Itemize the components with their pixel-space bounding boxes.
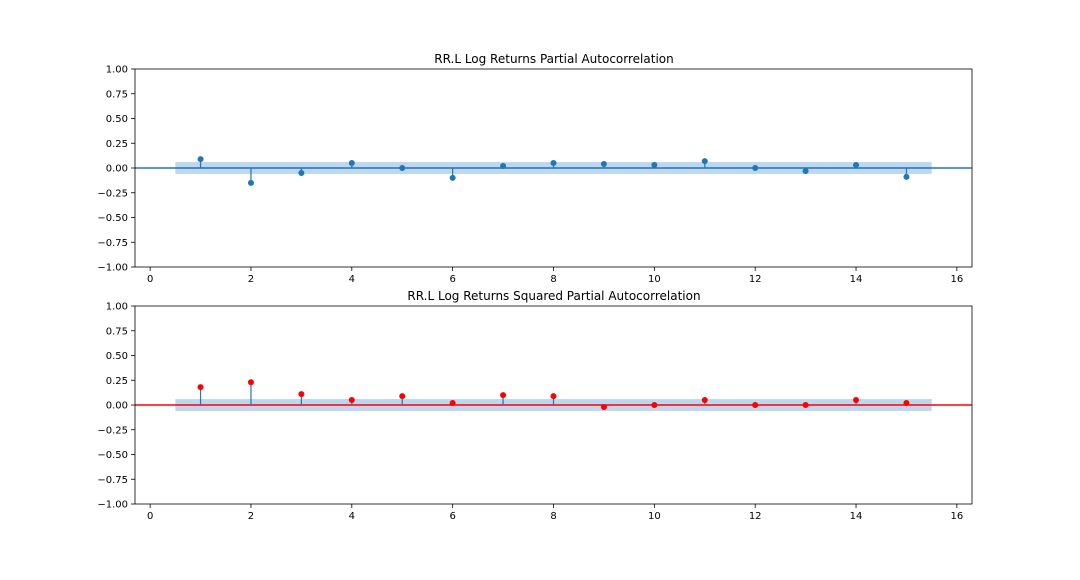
- data-point: [197, 156, 204, 163]
- x-tick-label: 14: [850, 511, 863, 522]
- x-tick-label: 0: [147, 511, 153, 522]
- y-tick-label: 0.25: [106, 376, 128, 387]
- x-tick-label: 6: [449, 511, 455, 522]
- data-point: [298, 169, 305, 176]
- data-point: [701, 397, 708, 404]
- y-tick-label: 0.75: [106, 89, 128, 100]
- x-tick-label: 12: [749, 511, 762, 522]
- y-tick-label: 0.50: [106, 351, 128, 362]
- data-point: [500, 392, 507, 399]
- x-tick-label: 16: [951, 274, 964, 285]
- data-point: [701, 158, 708, 165]
- chart-title: RR.L Log Returns Partial Autocorrelation: [434, 52, 673, 66]
- x-tick-label: 0: [147, 274, 153, 285]
- y-tick-label: 0.25: [106, 139, 128, 150]
- pacf-chart-returns: RR.L Log Returns Partial Autocorrelation…: [97, 52, 973, 285]
- data-point: [197, 384, 204, 391]
- data-point: [802, 402, 809, 408]
- x-tick-label: 8: [550, 274, 556, 285]
- x-tick-label: 4: [349, 274, 355, 285]
- data-point: [399, 393, 406, 400]
- x-tick-label: 4: [349, 511, 355, 522]
- x-tick-label: 10: [648, 511, 661, 522]
- data-point: [853, 162, 860, 169]
- pacf-chart-squared-returns: RR.L Log Returns Squared Partial Autocor…: [97, 289, 973, 522]
- y-tick-label: −1.00: [97, 500, 128, 511]
- data-point: [247, 379, 254, 386]
- data-point: [903, 400, 910, 407]
- data-point: [853, 397, 860, 404]
- data-point: [752, 165, 759, 171]
- data-point: [550, 393, 557, 400]
- y-tick-label: 0.50: [106, 114, 128, 125]
- data-point: [348, 397, 355, 404]
- x-tick-label: 14: [850, 274, 863, 285]
- data-point: [298, 391, 305, 398]
- data-point: [903, 173, 910, 180]
- data-point: [752, 402, 759, 408]
- y-tick-label: 1.00: [106, 302, 128, 313]
- data-point: [348, 160, 355, 167]
- y-tick-label: 0.75: [106, 326, 128, 337]
- y-tick-label: −0.50: [97, 450, 128, 461]
- x-tick-label: 16: [951, 511, 964, 522]
- y-tick-label: 0.00: [106, 164, 128, 175]
- x-tick-label: 2: [248, 274, 254, 285]
- y-tick-label: 0.00: [106, 401, 128, 412]
- data-point: [600, 161, 607, 168]
- y-tick-label: 1.00: [106, 65, 128, 76]
- data-point: [500, 163, 507, 170]
- x-tick-label: 10: [648, 274, 661, 285]
- y-tick-label: −0.75: [97, 238, 128, 249]
- data-point: [651, 402, 658, 408]
- y-tick-label: −0.25: [97, 425, 128, 436]
- data-point: [247, 179, 254, 186]
- x-tick-label: 8: [550, 511, 556, 522]
- y-tick-label: −0.50: [97, 213, 128, 224]
- data-point: [651, 162, 658, 169]
- x-tick-label: 6: [449, 274, 455, 285]
- data-point: [600, 403, 607, 410]
- data-point: [449, 174, 456, 181]
- x-tick-label: 12: [749, 274, 762, 285]
- data-point: [399, 165, 406, 171]
- data-point: [449, 400, 456, 407]
- data-point: [550, 160, 557, 167]
- y-tick-label: −1.00: [97, 263, 128, 274]
- y-tick-label: −0.25: [97, 188, 128, 199]
- y-tick-label: −0.75: [97, 475, 128, 486]
- x-tick-label: 2: [248, 511, 254, 522]
- data-point: [802, 167, 809, 174]
- chart-title: RR.L Log Returns Squared Partial Autocor…: [407, 289, 700, 303]
